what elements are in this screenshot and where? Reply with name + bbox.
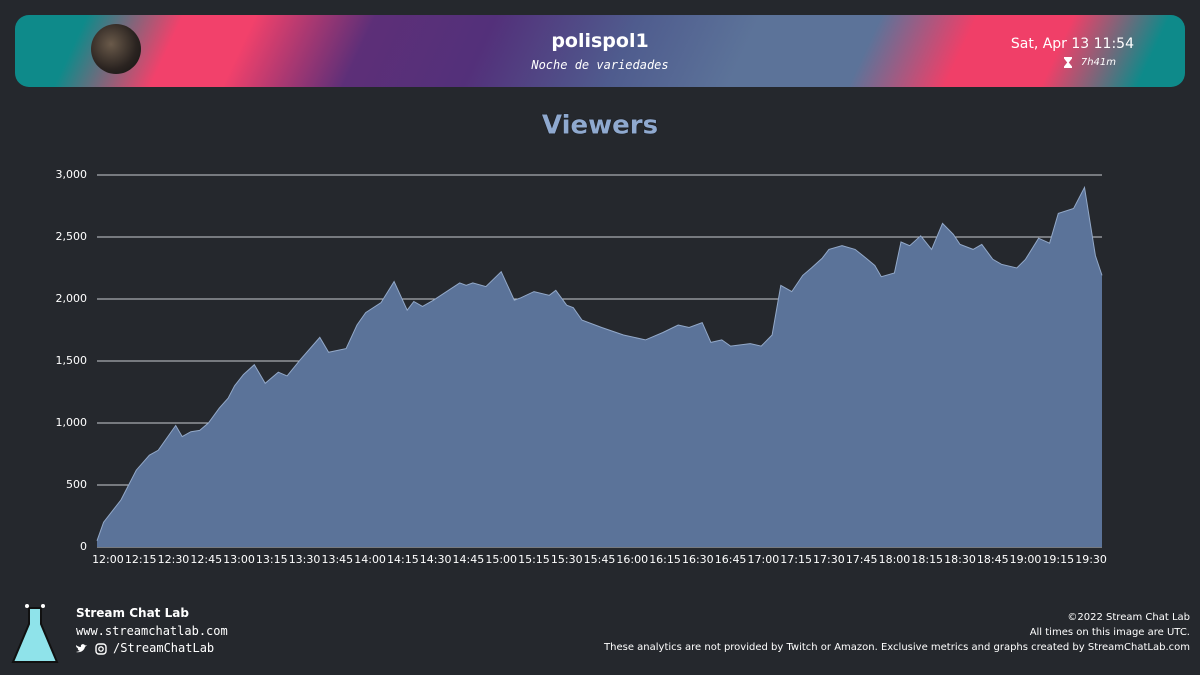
social-icons <box>76 643 107 655</box>
area-line <box>96 185 1103 541</box>
x-tick-label: 13:45 <box>321 553 353 566</box>
x-tick-label: 15:15 <box>518 553 550 566</box>
x-tick-label: 16:15 <box>649 553 681 566</box>
x-tick-label: 15:45 <box>584 553 616 566</box>
x-tick-label: 15:00 <box>485 553 517 566</box>
x-tick-label: 13:00 <box>223 553 255 566</box>
x-tick-label: 16:45 <box>715 553 747 566</box>
stream-date: Sat, Apr 13 11:54 <box>1010 36 1134 52</box>
x-tick-label: 19:30 <box>1075 553 1107 566</box>
chart: Viewers 0 500 1,000 1,500 2,000 2,500 3,000 12:… <box>56 110 1107 566</box>
website[interactable]: www.streamchatlab.com <box>76 624 228 638</box>
x-tick-label: 17:45 <box>846 553 878 566</box>
x-tick-label: 18:15 <box>911 553 943 566</box>
copyright: ©2022 Stream Chat Lab <box>1067 612 1190 623</box>
y-tick-label: 3,000 <box>56 168 88 181</box>
header-banner <box>15 15 1185 87</box>
hourglass-icon <box>1064 57 1072 68</box>
timezone-note: All times on this image are UTC. <box>1029 627 1190 638</box>
y-tick-label: 2,000 <box>56 292 88 305</box>
x-tick-label: 17:30 <box>813 553 845 566</box>
x-tick-label: 13:15 <box>256 553 288 566</box>
area <box>97 187 1102 547</box>
x-tick-label: 16:00 <box>616 553 648 566</box>
logo <box>11 604 59 663</box>
y-tick-label: 2,500 <box>56 230 88 243</box>
channel-name: polispol1 <box>551 30 649 52</box>
x-tick-label: 15:30 <box>551 553 583 566</box>
brand: Stream Chat Lab <box>76 606 189 620</box>
stream-duration: 7h41m <box>1080 57 1116 68</box>
y-tick-label: 500 <box>66 478 87 491</box>
y-tick-label: 1,000 <box>56 416 88 429</box>
x-tick-label: 14:15 <box>387 553 419 566</box>
x-tick-label: 17:00 <box>748 553 780 566</box>
y-tick-label: 1,500 <box>56 354 88 367</box>
x-tick-label: 12:30 <box>158 553 190 566</box>
x-tick-label: 17:15 <box>780 553 812 566</box>
avatar <box>91 24 141 74</box>
x-tick-label: 18:00 <box>879 553 911 566</box>
chart-title: Viewers <box>542 111 658 141</box>
social-handle[interactable]: /StreamChatLab <box>113 641 215 655</box>
y-tick-label: 0 <box>80 540 87 553</box>
x-tick-label: 19:00 <box>1010 553 1042 566</box>
x-tick-label: 12:00 <box>92 553 124 566</box>
stream-title: Noche de variedades <box>531 58 669 72</box>
x-tick-label: 18:45 <box>977 553 1009 566</box>
x-tick-label: 12:45 <box>190 553 222 566</box>
disclaimer: These analytics are not provided by Twit… <box>604 642 1190 653</box>
x-tick-label: 14:45 <box>453 553 485 566</box>
x-tick-label: 12:15 <box>125 553 157 566</box>
x-tick-label: 14:30 <box>420 553 452 566</box>
x-tick-label: 13:30 <box>289 553 321 566</box>
x-tick-label: 19:15 <box>1042 553 1074 566</box>
x-tick-label: 18:30 <box>944 553 976 566</box>
x-tick-label: 16:30 <box>682 553 714 566</box>
x-tick-label: 14:00 <box>354 553 386 566</box>
